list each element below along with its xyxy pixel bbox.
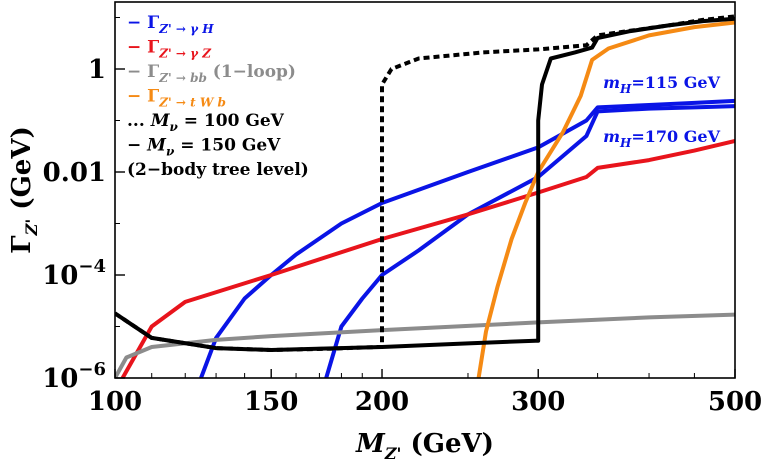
series-line-2	[120, 139, 735, 378]
plot-frame	[114, 1, 736, 379]
legend-entry-6: (2−body tree level)	[127, 160, 309, 180]
x-tick-label-2: 200	[355, 387, 409, 417]
legend-entry-4: ... Mν = 100 GeV	[127, 111, 285, 134]
y-tick-label-2: 0.01	[43, 158, 106, 188]
legend: − ΓZ' → γ H− ΓZ' → γ Z− ΓZ' → bb (1−loop…	[127, 13, 309, 180]
annotation-label-0: mH=115 GeV	[603, 73, 721, 96]
legend-entry-2: − ΓZ' → bb (1−loop)	[127, 62, 296, 85]
annotation-label-1: mH=170 GeV	[603, 127, 721, 150]
series-line-6	[115, 16, 735, 352]
legend-entry-3: − ΓZ' → t W b	[127, 87, 226, 110]
series-line-4	[476, 20, 735, 378]
y-tick-label-1: 10−4	[42, 256, 106, 291]
annotations: mH=115 GeV mH=170 GeV	[603, 73, 721, 150]
y-axis-title: ΓZ' (GeV)	[7, 126, 41, 254]
series-group	[115, 14, 735, 378]
x-tick-label-1: 150	[244, 387, 298, 417]
y-tick-label-0: 10−6	[42, 359, 106, 394]
series-line-3	[115, 312, 735, 378]
series-line-0	[199, 98, 735, 378]
ticks-group: 100 150 200 300 500 10−6 10−4 0.01 1	[42, 17, 761, 417]
x-tick-label-4: 500	[708, 387, 761, 417]
x-axis-title: MZ' (GeV)	[355, 429, 494, 463]
x-tick-label-3: 300	[511, 387, 565, 417]
legend-entry-0: − ΓZ' → γ H	[127, 13, 214, 36]
legend-entry-5: − Mν = 150 GeV	[127, 136, 281, 159]
legend-entry-1: − ΓZ' → γ Z	[127, 38, 212, 61]
series-line-1	[324, 104, 735, 378]
y-tick-label-3: 1	[88, 55, 106, 85]
x-tick-label-0: 100	[88, 387, 142, 417]
